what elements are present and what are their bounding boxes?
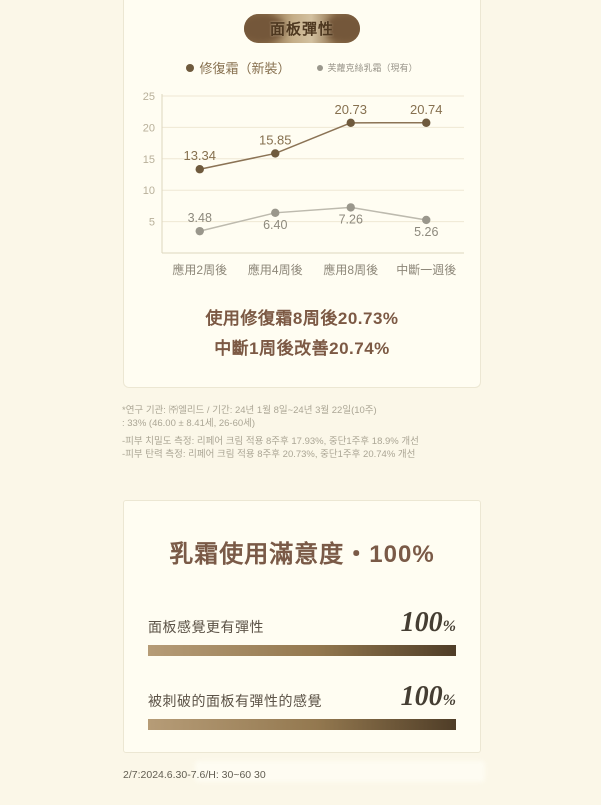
satisfaction-value: 100%	[400, 681, 456, 712]
footnote-line: -피부 탄력 측정: 리페어 크림 적용 8주후 20.73%, 중단1주후 2…	[122, 449, 416, 460]
data-point	[346, 203, 355, 212]
y-tick-label: 5	[149, 217, 155, 229]
data-label: 7.26	[339, 212, 363, 226]
legend-label-existing-cream: 芙蘿克絲乳霜（現有）	[327, 63, 418, 73]
satisfaction-value: 100%	[400, 607, 456, 638]
satisfaction-title: 乳霜使用滿意度・100%	[169, 541, 435, 568]
satisfaction-bar	[148, 719, 456, 730]
study-footnotes: *연구 기관: ㈜엘리드 / 기간: 24년 1월 8일~24년 3월 22일(…	[122, 404, 492, 461]
data-label: 15.85	[259, 132, 292, 147]
summary-line-2: 中斷1周後改善20.74%	[214, 339, 390, 358]
badge-title: 面板彈性	[269, 21, 334, 38]
chart-summary: 使用修復霜8周後20.73% 中斷1周後改善20.74%	[124, 304, 480, 364]
satisfaction-label: 面板感覺更有彈性	[148, 619, 264, 635]
data-label: 3.48	[188, 211, 212, 225]
data-point	[422, 118, 431, 127]
footnote-line: *연구 기관: ㈜엘리드 / 기간: 24년 1월 8일~24년 3월 22일(…	[122, 405, 377, 416]
satisfaction-bar-track	[148, 645, 456, 656]
x-tick-label: 應用4周後	[248, 262, 303, 277]
series-line	[199, 122, 427, 170]
satisfaction-item: 面板感覺更有彈性 100%	[148, 609, 456, 656]
data-point	[422, 215, 431, 225]
data-label: 20.74	[410, 102, 443, 117]
summary-line-1: 使用修復霜8周後20.73%	[205, 309, 399, 328]
x-tick-label: 應用8周後	[323, 262, 378, 277]
footer-smudge	[195, 761, 485, 782]
line-chart-svg: 5 10 15 20 25 13.34 15.85 20.73 20.74 3.48 6.40 7.2…	[143, 91, 464, 277]
elasticity-panel: 面板彈性 修復霜（新裝） 芙蘿克絲乳霜（現有） 5 10 15 20 25 13.34 15…	[123, 0, 481, 388]
satisfaction-item: 被刺破的面板有彈性的感覺 100%	[148, 683, 456, 730]
legend-label-repair-cream: 修復霜（新裝）	[199, 61, 291, 76]
data-point	[346, 118, 355, 128]
data-label: 13.34	[183, 148, 216, 163]
footnote-line: : 33% (46.00 ± 8.41세, 26-60세)	[122, 418, 256, 429]
footer-note: 2/7:2024.6.30-7.6/H: 30~60 30	[123, 769, 266, 781]
legend-dot-existing-cream	[316, 64, 323, 71]
footnote-line: -피부 치밀도 측정: 리페어 크림 적용 8주후 17.93%, 중단1주후 …	[122, 436, 419, 447]
smudge-left	[244, 15, 286, 42]
chart-legend: 修復霜（新裝） 芙蘿克絲乳霜（現有）	[124, 58, 480, 77]
elasticity-line-chart: 5 10 15 20 25 13.34 15.85 20.73 20.74 3.48 6.40 7.2…	[132, 88, 472, 286]
data-label: 5.26	[414, 225, 438, 239]
y-tick-label: 25	[143, 91, 155, 103]
x-tick-label: 應用2周後	[172, 262, 227, 277]
legend-dot-repair-cream	[186, 63, 195, 72]
data-label: 20.73	[334, 102, 367, 117]
satisfaction-panel: 乳霜使用滿意度・100% 面板感覺更有彈性 100% 被刺破的面板有彈性的感覺 …	[123, 500, 481, 753]
data-point	[271, 149, 280, 158]
title-badge: 面板彈性	[244, 14, 360, 43]
x-tick-label: 中斷一週後	[396, 262, 456, 277]
smudge-right	[324, 15, 360, 42]
y-tick-label: 20	[143, 122, 155, 134]
data-point	[195, 165, 204, 174]
y-tick-label: 15	[143, 154, 155, 166]
data-label: 6.40	[263, 218, 287, 232]
y-tick-label: 10	[143, 185, 155, 197]
legend-item-existing-cream: 芙蘿克絲乳霜（現有）	[316, 61, 418, 74]
satisfaction-label: 被刺破的面板有彈性的感覺	[148, 693, 322, 709]
series-line	[199, 206, 427, 232]
data-point	[271, 208, 280, 218]
data-point	[195, 226, 204, 236]
legend-item-repair-cream: 修復霜（新裝）	[186, 58, 291, 77]
satisfaction-bar	[148, 645, 456, 656]
satisfaction-bar-track	[148, 719, 456, 730]
